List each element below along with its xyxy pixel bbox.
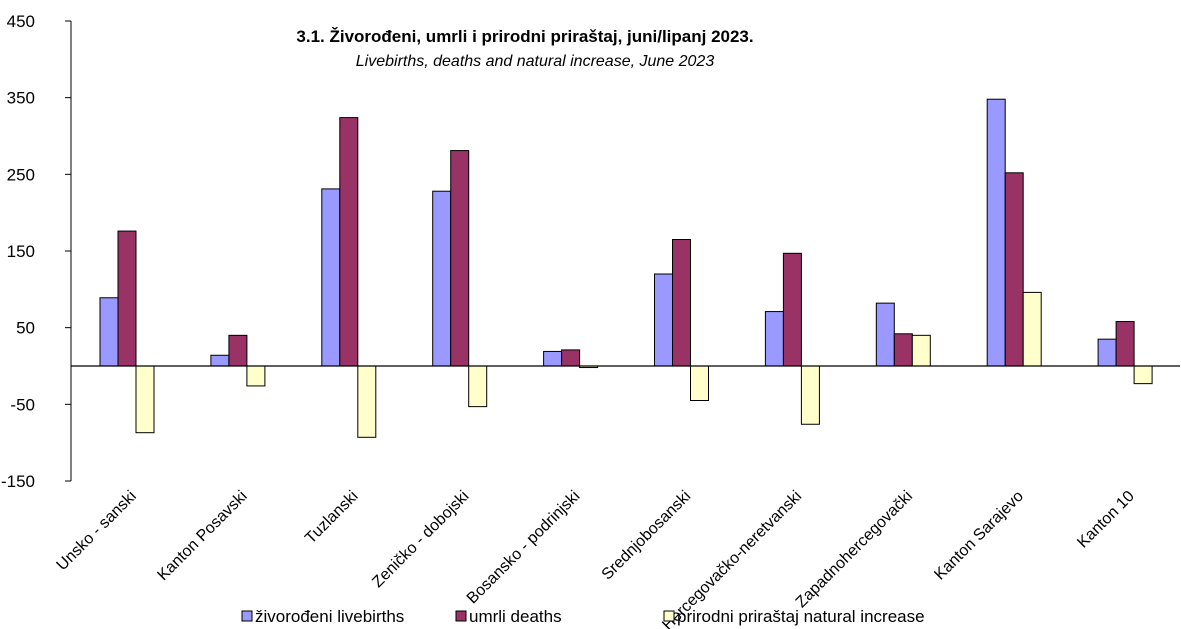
y-tick-label: 450 [7,12,35,31]
y-tick-label: -150 [1,472,35,491]
bar [210,354,230,367]
category-label: Unsko - sanski [54,488,140,574]
bar [911,334,931,367]
legend-swatch [241,610,253,622]
bar [672,239,691,367]
bar [875,302,895,367]
chart-subtitle: Livebirths, deaths and natural increase,… [356,53,715,70]
y-tick-label: 150 [7,242,35,261]
legend-label: umrli deaths [469,607,562,626]
category-label: Kanton Posavski [154,488,250,584]
bar [450,150,470,367]
chart-title: 3.1. Živorođeni, umrli i prirodni priraš… [296,27,753,46]
category-label: Kanton Sarajevo [931,488,1027,584]
category-label: Zeničko - dobojski [369,488,472,591]
bar [357,365,377,438]
bar [543,350,563,367]
category-label: Bosansko - podrinjski [464,488,584,608]
bar [561,349,581,367]
bar [800,365,820,425]
y-tick-label: 250 [7,165,35,184]
category-label: Srednjobosanski [599,488,695,584]
legend: živorođeni livebirths umrli deaths prirodn… [241,607,925,626]
bar [1133,365,1153,385]
y-tick-label: -50 [10,395,35,414]
bar [99,297,119,367]
bars [99,98,1153,438]
bar [246,365,266,387]
bar [690,365,709,401]
y-axis: 450 350 250 150 50 -50 -150 [1,12,72,491]
bar [117,230,137,367]
category-label: Zapadnohercegovački [793,488,916,611]
y-tick-label: 350 [7,89,35,108]
legend-label: živorođeni livebirths [255,607,404,626]
bar [764,311,784,367]
bar [339,117,359,367]
bar [782,252,802,367]
x-axis: Unsko - sanski Kanton Posavski Tuzlanski Ze… [54,365,1180,629]
bar [893,333,913,367]
category-label: Kanton 10 [1074,488,1138,552]
bar [1004,172,1024,367]
category-label: Tuzlanski [302,488,361,547]
legend-label: prirodni priraštaj natural increase [677,607,925,626]
bar [654,273,673,367]
bar [468,365,488,408]
bar [228,334,248,367]
legend-swatch [455,610,467,622]
bar [432,190,452,367]
bar [1022,291,1042,367]
legend-swatch [663,610,675,622]
bar [1097,338,1117,367]
bar [986,98,1006,367]
bar [1115,321,1135,367]
bar [135,365,155,434]
bar [321,188,341,367]
y-tick-label: 50 [16,319,35,338]
